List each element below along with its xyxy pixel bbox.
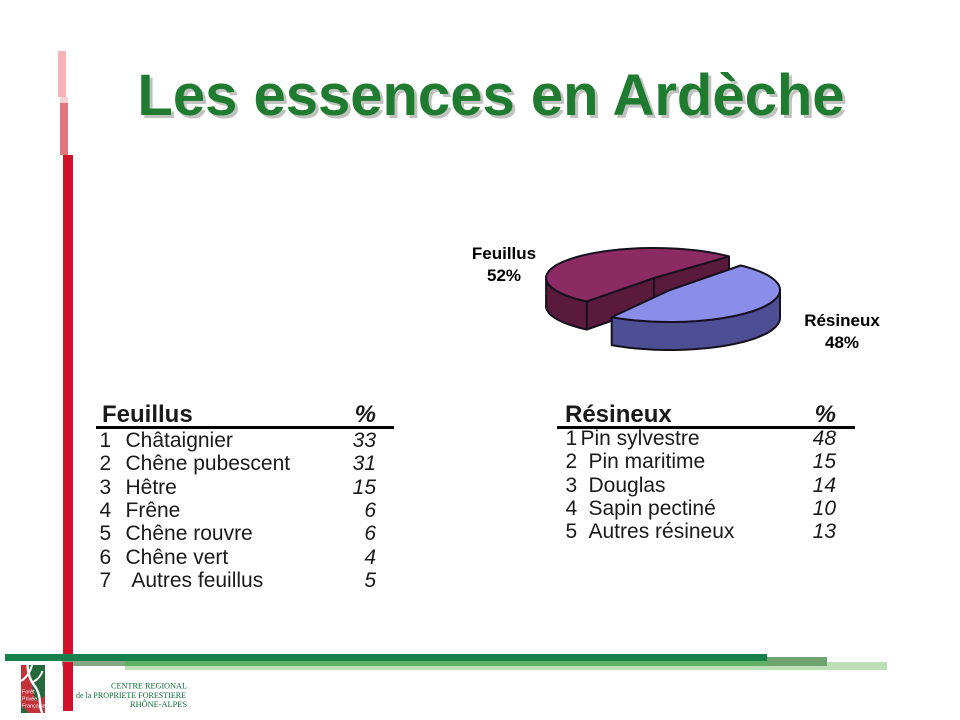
- svg-text:CENTRE REGIONAL: CENTRE REGIONAL: [111, 681, 187, 691]
- svg-text:Forêt: Forêt: [22, 690, 35, 696]
- svg-text:Privée: Privée: [22, 697, 37, 703]
- svg-text:Française: Française: [22, 704, 45, 710]
- svg-text:de la PROPRIETE FORESTIERE: de la PROPRIETE FORESTIERE: [76, 690, 186, 700]
- svg-text:RHÔNE-ALPES: RHÔNE-ALPES: [130, 699, 187, 709]
